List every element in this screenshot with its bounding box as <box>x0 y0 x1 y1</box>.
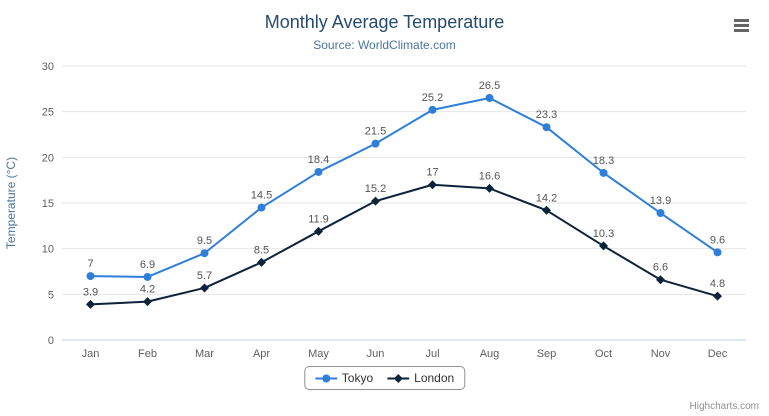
data-label-london: 11.9 <box>308 213 329 225</box>
x-axis-tick-label: Jul <box>425 348 439 360</box>
y-axis-tick-label: 5 <box>48 289 54 301</box>
chart-title: Monthly Average Temperature <box>264 12 505 32</box>
point-tokyo-jul[interactable] <box>428 105 437 114</box>
data-label-tokyo: 7 <box>87 258 93 270</box>
point-tokyo-feb[interactable] <box>143 272 152 281</box>
x-axis-tick-label: Dec <box>708 348 728 360</box>
x-axis-tick-label: Jun <box>367 348 385 360</box>
point-london-feb[interactable] <box>143 297 152 307</box>
point-london-jul[interactable] <box>428 180 437 190</box>
point-tokyo-sep[interactable] <box>542 123 551 132</box>
point-tokyo-oct[interactable] <box>599 168 608 177</box>
hamburger-icon <box>733 18 749 22</box>
point-london-aug[interactable] <box>485 183 494 193</box>
data-label-london: 8.5 <box>254 244 269 256</box>
point-london-dec[interactable] <box>713 291 722 301</box>
point-tokyo-apr[interactable] <box>257 203 266 212</box>
data-label-tokyo: 21.5 <box>365 126 386 138</box>
y-axis-tick-label: 10 <box>42 244 54 256</box>
series-line-tokyo <box>90 96 719 278</box>
point-tokyo-jan[interactable] <box>86 272 95 281</box>
y-axis-tick-label: 20 <box>42 152 54 164</box>
point-tokyo-aug[interactable] <box>485 93 494 102</box>
point-london-may[interactable] <box>314 226 323 236</box>
data-label-london: 4.8 <box>710 278 725 290</box>
point-london-apr[interactable] <box>257 257 266 267</box>
x-axis-tick-label: Jan <box>82 348 100 360</box>
point-tokyo-jun[interactable] <box>371 139 380 148</box>
x-axis-tick-label: Oct <box>595 348 612 360</box>
data-label-tokyo: 9.5 <box>197 235 212 247</box>
data-label-tokyo: 14.5 <box>251 190 272 202</box>
export-menu-button[interactable] <box>729 14 753 36</box>
series-line-london <box>90 183 718 306</box>
point-london-sep[interactable] <box>542 205 551 215</box>
data-label-london: 5.7 <box>197 270 212 282</box>
credits-link[interactable]: Highcharts.com <box>689 401 759 412</box>
y-axis-tick-label: 0 <box>48 335 54 347</box>
legend-label-tokyo: Tokyo <box>341 371 374 385</box>
legend-item-tokyo[interactable]: Tokyo <box>314 371 374 385</box>
legend-marker-tokyo <box>314 374 337 382</box>
data-label-tokyo: 25.2 <box>422 92 443 104</box>
data-label-london: 4.2 <box>140 284 155 296</box>
data-label-london: 10.3 <box>593 228 614 240</box>
data-label-tokyo: 6.9 <box>140 259 155 271</box>
data-label-tokyo: 18.4 <box>308 154 329 166</box>
data-label-london: 6.6 <box>653 262 668 274</box>
x-axis-tick-label: Nov <box>651 348 671 360</box>
y-axis-title: Temperature (°C) <box>4 157 18 249</box>
point-london-jun[interactable] <box>371 196 380 206</box>
point-london-nov[interactable] <box>656 275 665 285</box>
data-label-tokyo: 26.5 <box>479 80 500 92</box>
x-axis-tick-label: Mar <box>195 348 214 360</box>
x-axis-tick-label: Aug <box>480 348 500 360</box>
data-label-london: 16.6 <box>479 170 500 182</box>
point-tokyo-nov[interactable] <box>656 209 665 218</box>
data-label-tokyo: 23.3 <box>536 109 557 121</box>
x-axis-tick-label: May <box>308 348 329 360</box>
data-label-london: 3.9 <box>83 286 98 298</box>
legend-item-london[interactable]: London <box>387 371 454 385</box>
chart-subtitle: Source: WorldClimate.com <box>313 38 456 52</box>
point-tokyo-mar[interactable] <box>200 249 209 258</box>
data-label-tokyo: 9.6 <box>710 234 725 246</box>
legend-marker-london <box>387 373 410 383</box>
point-london-oct[interactable] <box>599 241 608 251</box>
legend-label-london: London <box>414 371 455 385</box>
x-axis-tick-label: Apr <box>253 348 270 360</box>
point-london-jan[interactable] <box>86 299 95 309</box>
y-axis-tick-label: 15 <box>42 198 54 210</box>
data-label-tokyo: 13.9 <box>650 195 671 207</box>
y-axis-tick-label: 25 <box>42 107 54 119</box>
point-tokyo-may[interactable] <box>314 167 323 176</box>
data-label-london: 14.2 <box>536 192 557 204</box>
data-label-london: 15.2 <box>365 183 386 195</box>
x-axis-tick-label: Feb <box>138 348 157 360</box>
point-tokyo-dec[interactable] <box>713 248 722 257</box>
point-london-mar[interactable] <box>200 283 209 293</box>
data-label-london: 17 <box>426 167 438 179</box>
y-axis-tick-label: 30 <box>42 61 54 73</box>
x-axis-tick-label: Sep <box>537 348 557 360</box>
legend: Tokyo London <box>303 366 466 390</box>
data-label-tokyo: 18.3 <box>593 155 614 167</box>
